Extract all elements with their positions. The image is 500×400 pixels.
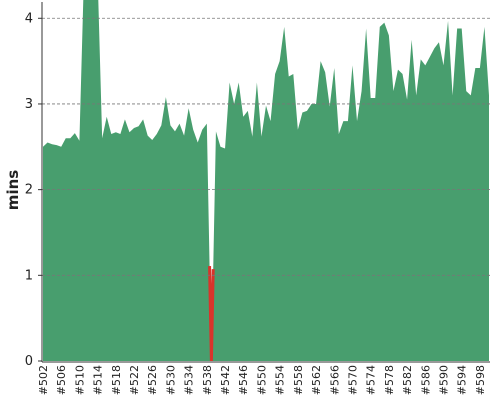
x-tick-label: #566 <box>328 365 341 395</box>
x-tick-label: #574 <box>365 365 378 395</box>
y-tick-label: 4 <box>25 11 33 26</box>
x-tick-label: #586 <box>419 365 432 395</box>
area <box>43 0 489 361</box>
x-tick-label: #530 <box>164 365 177 395</box>
x-tick-label: #582 <box>401 365 414 395</box>
x-tick-label: #542 <box>219 365 232 395</box>
y-tick-label: 0 <box>25 354 33 369</box>
x-tick-label: #538 <box>201 365 214 395</box>
x-tick-label: #558 <box>292 365 305 395</box>
x-tick-label: #562 <box>310 365 323 395</box>
x-tick-label: #578 <box>383 365 396 395</box>
x-tick-label: #510 <box>73 365 86 395</box>
x-tick-label: #534 <box>183 365 196 395</box>
x-tick-label: #526 <box>146 365 159 395</box>
x-tick-label: #598 <box>474 365 487 395</box>
x-tick-label: #522 <box>128 365 141 395</box>
x-tick-label: #502 <box>37 365 50 395</box>
y-tick-label: 1 <box>25 268 33 283</box>
x-tick-label: #554 <box>274 365 287 395</box>
y-tick-label: 3 <box>25 97 33 112</box>
y-tick-label: 2 <box>25 183 33 198</box>
y-axis-label: mins <box>4 170 22 210</box>
x-tick-label: #590 <box>437 365 450 395</box>
failed-build <box>208 266 215 362</box>
x-tick-label: #570 <box>346 365 359 395</box>
x-tick-label: #518 <box>110 365 123 395</box>
x-tick-label: #546 <box>237 365 250 395</box>
x-tick-label: #594 <box>456 365 469 395</box>
x-tick-label: #506 <box>55 365 68 395</box>
x-tick-label: #550 <box>255 365 268 395</box>
x-tick-label: #514 <box>92 365 105 395</box>
